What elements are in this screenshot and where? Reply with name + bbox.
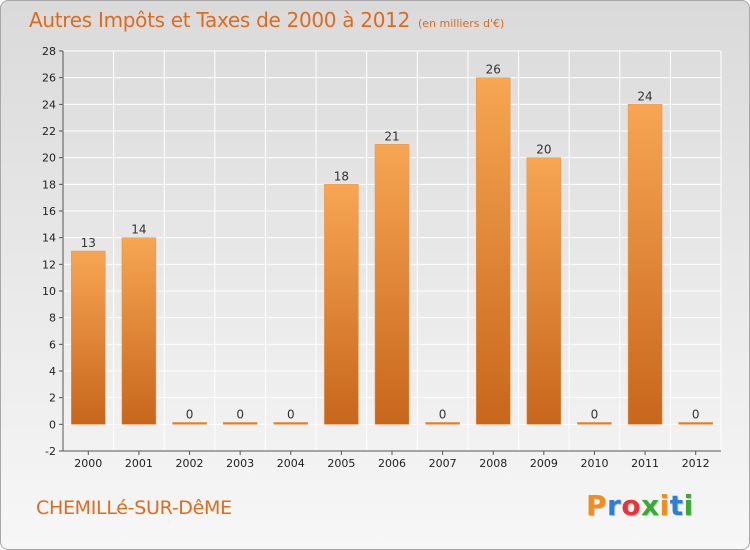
data-label-2006: 21 bbox=[384, 129, 399, 143]
x-tick-label-2003: 2003 bbox=[226, 457, 254, 470]
x-tick-label-2012: 2012 bbox=[682, 457, 710, 470]
axes bbox=[59, 50, 721, 455]
brand-logo: Proxiti bbox=[586, 489, 694, 522]
bar-2003 bbox=[222, 422, 258, 425]
x-tick-label-2000: 2000 bbox=[74, 457, 102, 470]
bar-2002 bbox=[172, 422, 207, 425]
y-tick-label: 8 bbox=[49, 312, 56, 325]
bar-2000 bbox=[71, 250, 106, 425]
data-label-2003: 0 bbox=[236, 407, 244, 421]
y-tick-label: 28 bbox=[42, 45, 56, 58]
x-tick-label-2008: 2008 bbox=[479, 457, 507, 470]
x-tick-label-2002: 2002 bbox=[176, 457, 204, 470]
brand-letter: i bbox=[683, 489, 694, 522]
x-tick-label-2011: 2011 bbox=[631, 457, 659, 470]
x-tick-label-2006: 2006 bbox=[378, 457, 406, 470]
data-label-2011: 24 bbox=[637, 89, 652, 103]
chart-subtitle: (en milliers d'€) bbox=[418, 17, 505, 30]
title-row: Autres Impôts et Taxes de 2000 à 2012 (en… bbox=[29, 8, 504, 32]
bar-2004 bbox=[273, 422, 309, 425]
data-label-2010: 0 bbox=[591, 407, 599, 421]
x-tick-label-2001: 2001 bbox=[125, 457, 153, 470]
bar-2006 bbox=[374, 144, 410, 425]
y-tick-label: 14 bbox=[42, 232, 56, 245]
data-labels: 13 14 0 0 0 18 21 0 26 20 0 24 0 bbox=[81, 63, 700, 422]
y-tick-label: 18 bbox=[42, 178, 56, 191]
y-tick-label: 0 bbox=[49, 418, 56, 431]
y-tick-label: 20 bbox=[42, 152, 56, 165]
bar-2007 bbox=[425, 422, 460, 425]
data-label-2012: 0 bbox=[692, 407, 700, 421]
brand-letter: o bbox=[621, 489, 642, 522]
data-label-2000: 13 bbox=[81, 236, 96, 250]
y-tick-label: -2 bbox=[45, 445, 56, 458]
y-tick-label: 22 bbox=[42, 125, 56, 138]
x-tick-label-2009: 2009 bbox=[530, 457, 558, 470]
bar-2011 bbox=[627, 104, 663, 425]
y-tick-label: 12 bbox=[42, 258, 56, 271]
data-label-2004: 0 bbox=[287, 407, 295, 421]
bar-2009 bbox=[526, 157, 562, 425]
y-tick-label: 6 bbox=[49, 338, 56, 351]
x-tick-label-2007: 2007 bbox=[429, 457, 457, 470]
data-label-2008: 26 bbox=[486, 63, 501, 77]
chart-title: Autres Impôts et Taxes de 2000 à 2012 bbox=[29, 8, 410, 32]
y-tick-label: 4 bbox=[49, 365, 56, 378]
brand-letter: t bbox=[669, 489, 684, 522]
y-tick-label: 24 bbox=[42, 98, 56, 111]
bar-2008 bbox=[475, 77, 511, 425]
brand-letter: P bbox=[586, 489, 608, 522]
x-tick-label-2005: 2005 bbox=[327, 457, 355, 470]
y-tick-label: 10 bbox=[42, 285, 56, 298]
x-tick-label-2004: 2004 bbox=[277, 457, 305, 470]
commune-name: CHEMILLé-SUR-DêME bbox=[36, 497, 232, 519]
y-tick-label: 16 bbox=[42, 205, 56, 218]
brand-letter: r bbox=[607, 489, 622, 522]
data-label-2007: 0 bbox=[439, 407, 447, 421]
data-label-2001: 14 bbox=[131, 223, 146, 237]
bar-2012 bbox=[678, 422, 713, 425]
x-tick-labels: 2000 2001 2002 2003 2004 2005 2006 2007 2008 2009… bbox=[74, 457, 709, 470]
x-tick-label-2010: 2010 bbox=[580, 457, 608, 470]
y-tick-label: 26 bbox=[42, 72, 56, 85]
y-tick-label: 2 bbox=[49, 392, 56, 405]
brand-letter: i bbox=[659, 489, 670, 522]
data-label-2009: 20 bbox=[536, 143, 551, 157]
bar-2005 bbox=[324, 184, 359, 425]
bars bbox=[71, 77, 713, 425]
data-label-2005: 18 bbox=[334, 169, 349, 183]
brand-letter: x bbox=[641, 489, 660, 522]
data-label-2002: 0 bbox=[186, 407, 194, 421]
bar-2001 bbox=[121, 237, 157, 425]
bar-2010 bbox=[577, 422, 612, 425]
